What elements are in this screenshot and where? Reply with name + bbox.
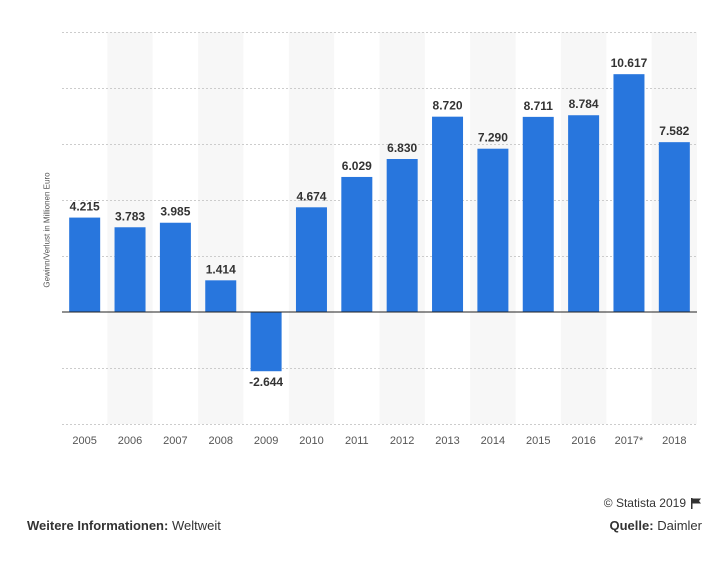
more-info: Weitere Informationen: Weltweit xyxy=(27,518,221,533)
copyright[interactable]: © Statista 2019 xyxy=(604,496,702,510)
x-tick-label: 2014 xyxy=(481,435,505,447)
y-axis-label-text: Gewinn/Verlust in Millionen Euro xyxy=(42,172,52,288)
bar-value-label: 8.711 xyxy=(524,99,554,113)
bar-value-label: 4.674 xyxy=(296,189,326,203)
x-tick-label: 2006 xyxy=(118,435,142,447)
bar xyxy=(658,142,690,312)
bar-value-label: 4.215 xyxy=(70,200,100,214)
flag-icon xyxy=(691,497,701,509)
bar-value-label: -2.644 xyxy=(249,375,283,389)
bar-chart: 4.215 2005 3.783 2006 3.985 2007 1.414 2008 -2.6… xyxy=(62,32,697,447)
bar-value-label: 3.783 xyxy=(115,209,145,223)
bar-value-label: 10.617 xyxy=(611,56,648,70)
x-tick-label: 2015 xyxy=(526,435,550,447)
bar xyxy=(522,116,554,312)
x-tick-label: 2010 xyxy=(299,435,323,447)
y-axis-label: Gewinn/Verlust in Millionen Euro xyxy=(40,150,54,310)
x-tick-label: 2013 xyxy=(435,435,459,447)
bar-value-label: 6.830 xyxy=(387,141,417,155)
x-tick-label: 2016 xyxy=(571,435,595,447)
x-tick-label: 2009 xyxy=(254,435,278,447)
source-value: Daimler xyxy=(657,518,702,533)
bar-value-label: 8.720 xyxy=(433,99,463,113)
bar xyxy=(250,312,282,372)
bar xyxy=(159,222,191,312)
source-label: Quelle: xyxy=(609,518,654,533)
x-tick-label: 2018 xyxy=(662,435,686,447)
bar xyxy=(69,217,101,312)
x-tick-label: 2011 xyxy=(345,435,369,447)
source: Quelle: Daimler xyxy=(610,518,703,533)
bar xyxy=(477,148,509,312)
more-info-value: Weltweit xyxy=(171,518,221,533)
bar xyxy=(613,74,645,312)
bar xyxy=(386,159,418,312)
bar xyxy=(295,207,327,312)
bar-value-label: 7.290 xyxy=(478,131,508,145)
x-tick-label: 2007 xyxy=(163,435,187,447)
bar-value-label: 8.784 xyxy=(569,97,599,111)
bar-value-label: 3.985 xyxy=(160,205,190,219)
bar xyxy=(114,227,146,312)
bar xyxy=(568,115,600,312)
bar-value-label: 6.029 xyxy=(342,159,372,173)
x-tick-label: 2017* xyxy=(615,435,644,447)
bar xyxy=(341,176,373,312)
copyright-text: © Statista 2019 xyxy=(603,496,686,510)
more-info-label: Weitere Informationen: xyxy=(27,518,169,533)
bar-value-label: 7.582 xyxy=(659,124,689,138)
bar-value-label: 1.414 xyxy=(206,262,236,276)
x-tick-label: 2008 xyxy=(209,435,233,447)
x-tick-label: 2012 xyxy=(390,435,414,447)
bar xyxy=(432,116,464,312)
x-tick-label: 2005 xyxy=(72,435,96,447)
bar xyxy=(205,280,237,312)
column-band xyxy=(198,32,244,424)
